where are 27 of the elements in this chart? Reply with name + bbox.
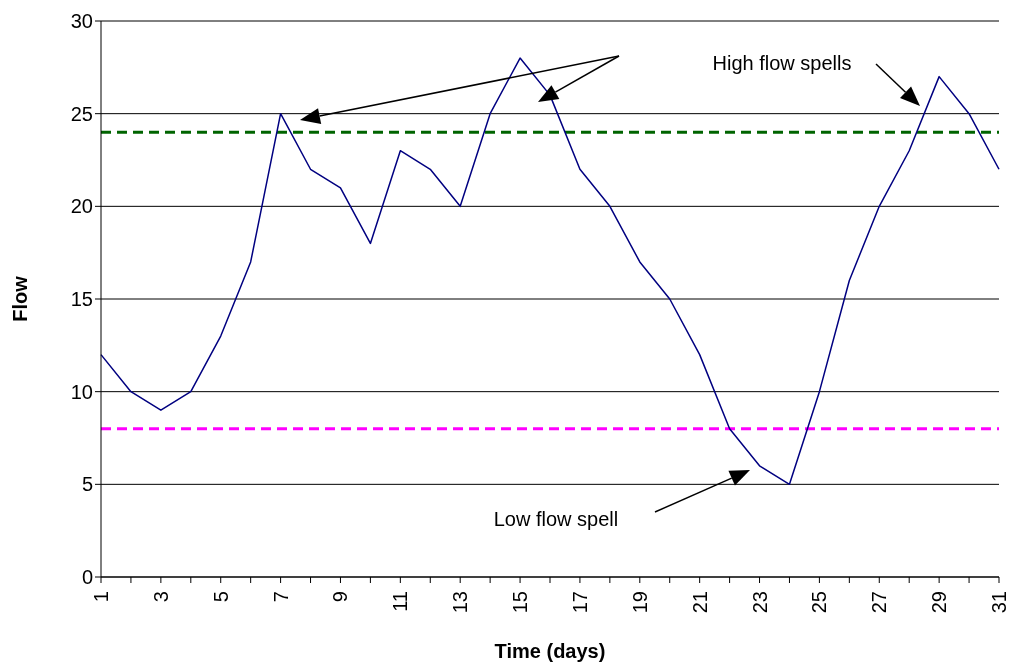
y-tick-label: 5 bbox=[81, 473, 93, 496]
y-tick-label: 0 bbox=[81, 566, 93, 589]
x-tick-label: 21 bbox=[688, 591, 711, 614]
x-tick-label: 23 bbox=[748, 591, 771, 614]
x-tick-label: 17 bbox=[568, 591, 591, 614]
y-axis-title: Flow bbox=[9, 275, 32, 322]
y-tick-label: 25 bbox=[70, 102, 93, 125]
x-tick-label: 31 bbox=[988, 591, 1010, 614]
x-tick-label: 15 bbox=[509, 591, 532, 614]
annotation: High flow spells bbox=[712, 52, 852, 74]
x-tick-label: 7 bbox=[269, 591, 292, 603]
x-axis-title: Time (days) bbox=[494, 640, 606, 662]
x-tick-label: 13 bbox=[449, 591, 472, 614]
annotation: Low flow spell bbox=[493, 508, 619, 530]
x-tick-label: 25 bbox=[808, 591, 831, 614]
y-tick-label: 20 bbox=[70, 195, 93, 218]
x-tick-label: 1 bbox=[90, 591, 112, 603]
y-tick-label: 30 bbox=[70, 10, 93, 33]
x-tick-label: 9 bbox=[329, 591, 352, 603]
x-tick-label: 27 bbox=[868, 591, 891, 614]
x-tick-label: 29 bbox=[928, 591, 951, 614]
y-tick-label: 15 bbox=[70, 288, 93, 311]
y-tick-label: 10 bbox=[70, 380, 93, 403]
x-tick-label: 11 bbox=[389, 591, 412, 612]
x-tick-label: 5 bbox=[209, 591, 232, 603]
x-tick-label: 19 bbox=[628, 591, 651, 614]
x-tick-label: 3 bbox=[149, 591, 172, 603]
